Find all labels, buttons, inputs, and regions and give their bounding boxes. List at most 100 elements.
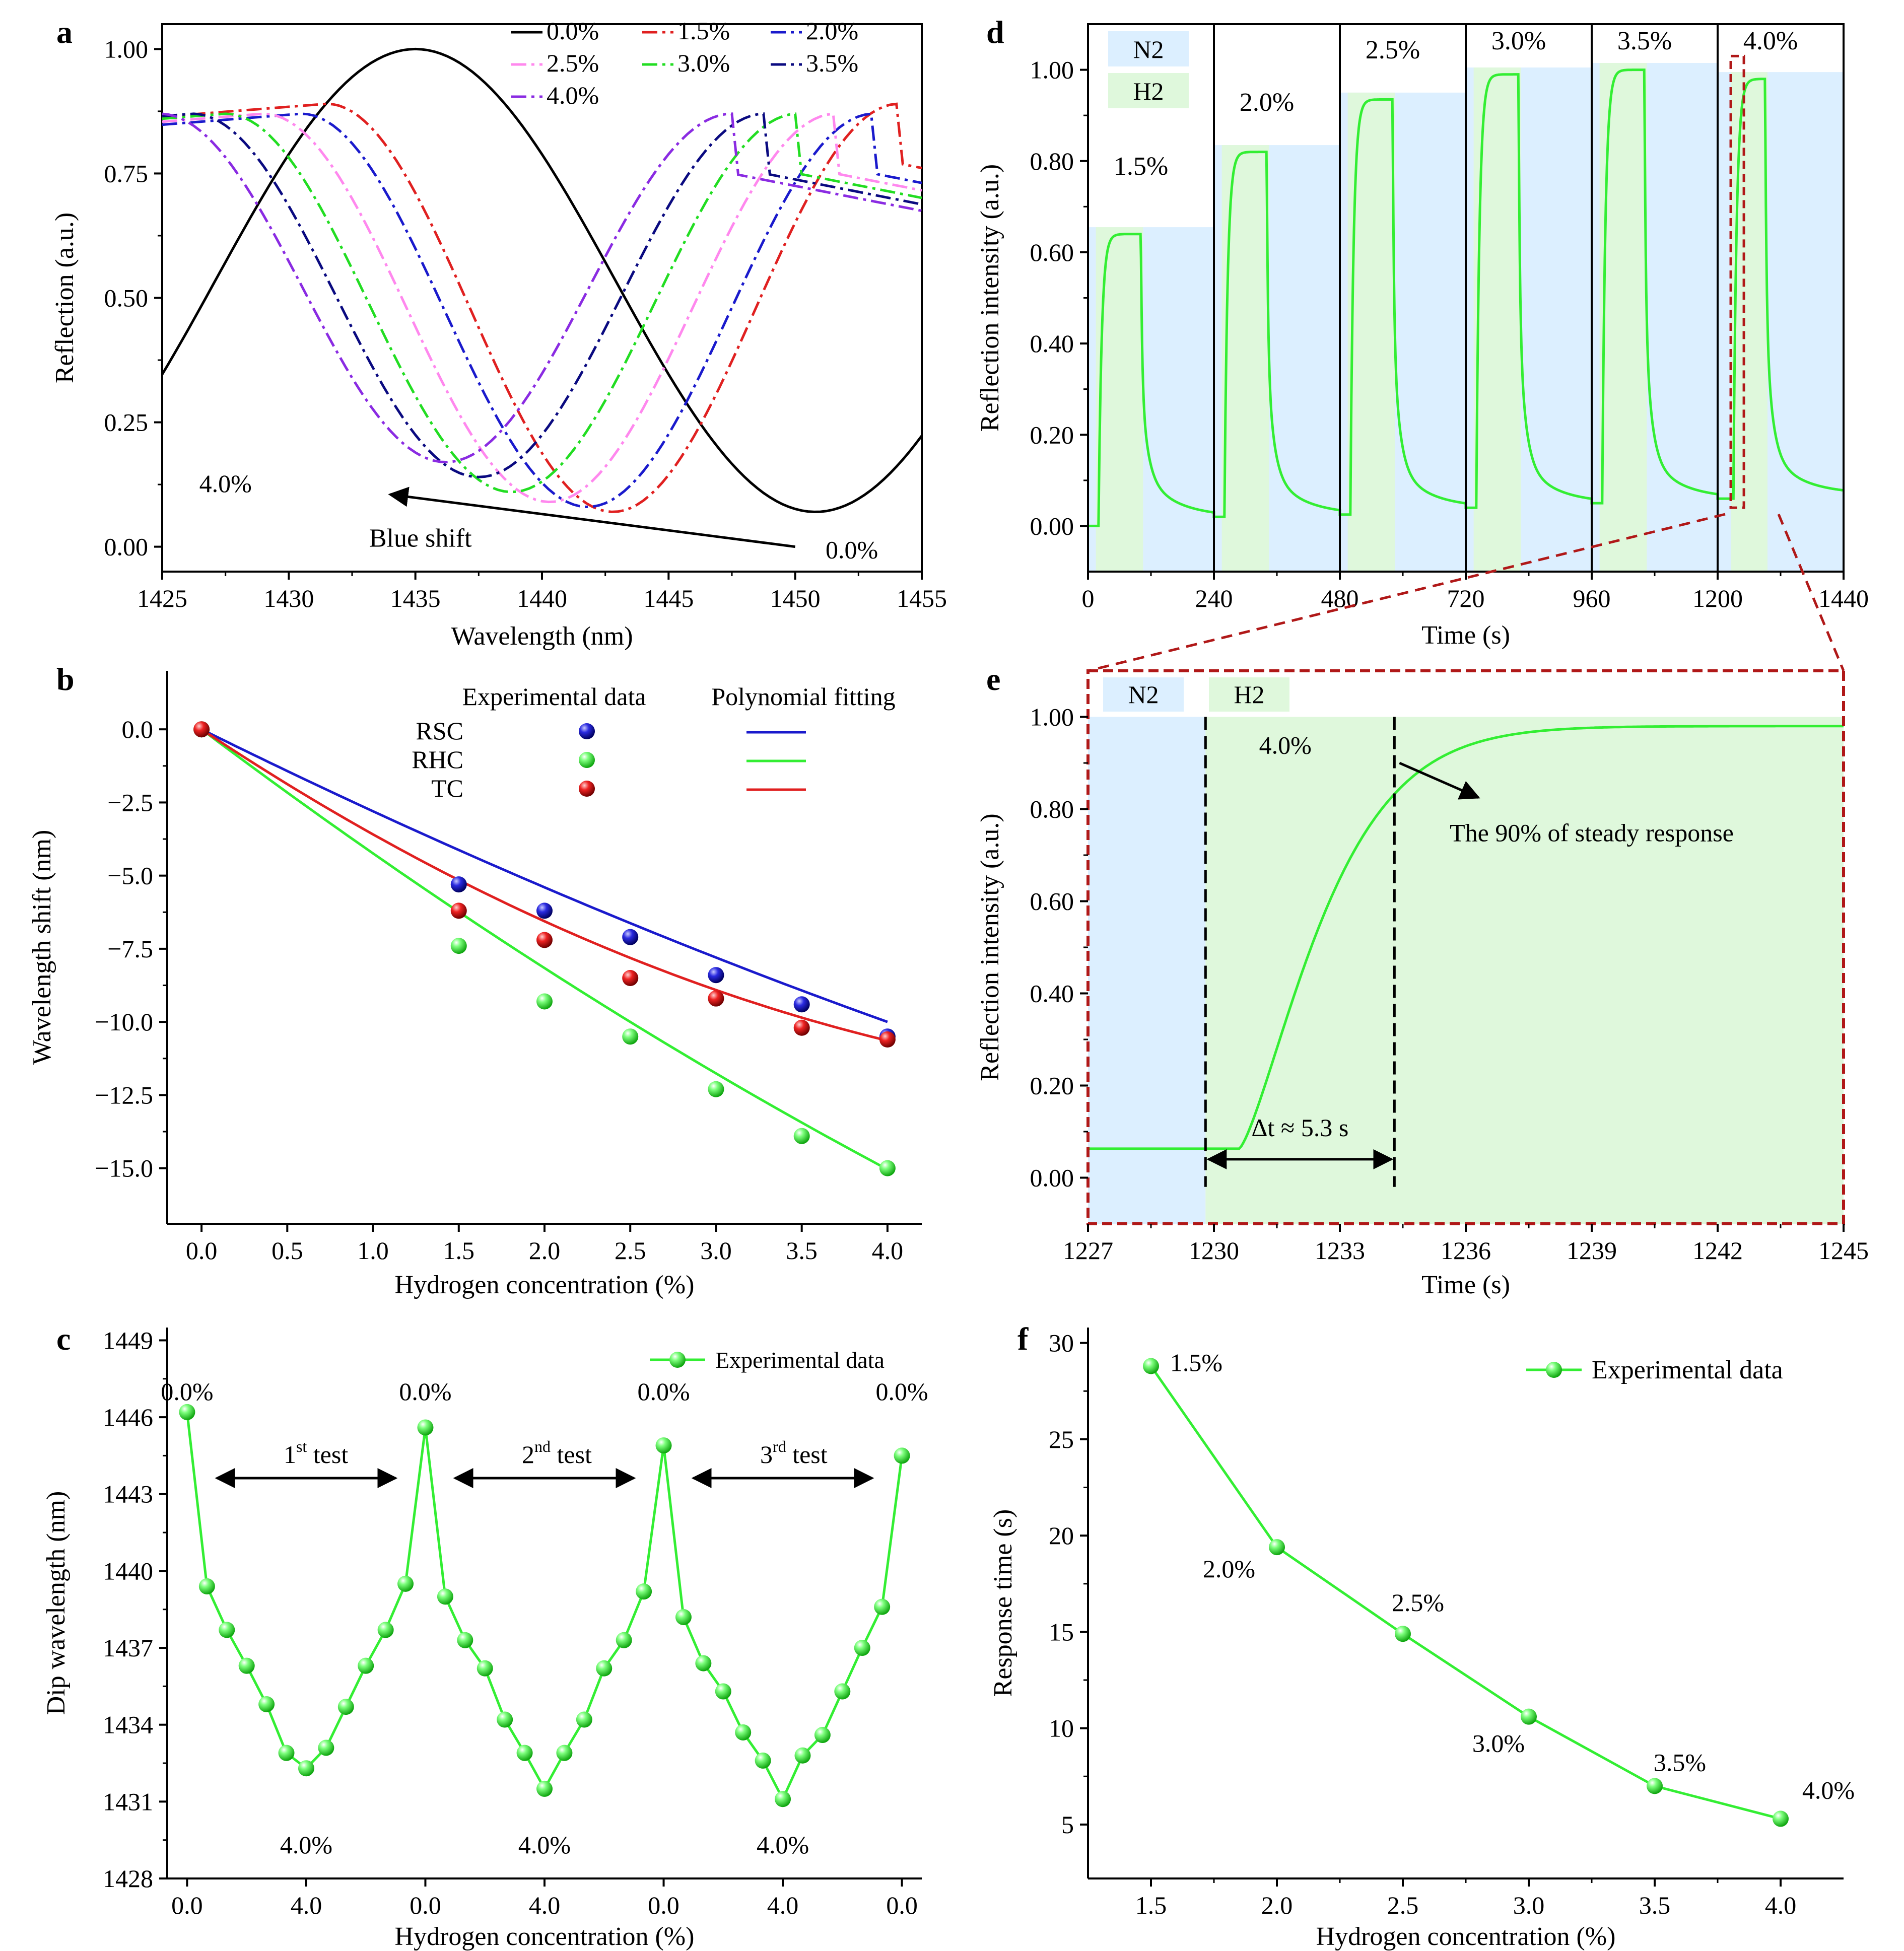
x-axis-label: Hydrogen concentration (%) [395,1922,695,1951]
data-point [1143,1358,1159,1374]
data-point [477,1660,493,1677]
data-point [775,1791,791,1807]
x-tick-label: 1435 [390,584,441,612]
test-word: test [307,1440,348,1469]
concentration-label: 2.5% [1366,36,1420,64]
x-axis-label: Wavelength (nm) [451,622,633,651]
x-tick-label: 1445 [643,584,694,612]
legend-label: 3.0% [677,49,730,77]
data-point [337,1699,354,1715]
data-point [556,1745,573,1761]
test-label: 3rd test [760,1437,828,1469]
data-point [708,990,724,1007]
annotation: 4.0% [757,1831,809,1859]
data-point [596,1660,613,1677]
x-tick-label: 720 [1447,584,1485,612]
legend-h2-label: H2 [1234,680,1264,709]
annotation: Blue shift [369,524,472,553]
legend-label: 1.5% [677,17,730,45]
data-label: 1.5% [1170,1349,1222,1377]
data-point [238,1657,255,1674]
y-tick-label: 0.60 [1030,238,1074,266]
data-point [708,1081,724,1097]
panel-e: Δt ≈ 5.3 s 4.0% The 90% of steady response… [976,513,1869,1299]
y-tick-label: 30 [1049,1329,1074,1357]
x-tick-label: 3.0 [700,1236,732,1265]
x-tick-label: 1233 [1315,1236,1365,1265]
series-line [162,112,922,478]
x-tick-label: 480 [1321,584,1359,612]
y-tick-label: 1440 [103,1557,153,1585]
data-point [497,1711,513,1728]
series-line [162,112,922,494]
series-line [162,112,922,464]
legend-label: 0.0% [547,17,599,45]
annotation: 0.0% [161,1377,213,1406]
panel-a: 1425 1430 1435 1440 1445 1450 1455 0.00 0.25 0.50… [50,14,947,651]
data-point [879,1160,896,1176]
y-tick-label: −10.0 [95,1008,153,1036]
concentration-label: 4.0% [1743,27,1798,55]
n2-background [1088,717,1206,1224]
y-tick-label: 1437 [103,1634,153,1662]
x-tick-label: 0.0 [648,1891,679,1919]
concentration-label: 3.0% [1491,27,1546,55]
h2-background [1205,717,1844,1224]
panel-b: 0.0 0.5 1.0 1.5 2.0 2.5 3.0 3.5 4.0 0.0 −2.5 −5.0 −7… [28,661,922,1299]
legend-label: 4.0% [547,81,599,109]
x-tick-label: 0.0 [410,1891,441,1919]
panel-letter: c [56,1321,71,1357]
test-number: 1 [284,1440,296,1469]
y-tick-label: 0.60 [1030,887,1074,916]
data-point [793,996,810,1013]
h2-background [1599,62,1647,572]
data-point [278,1745,295,1761]
x-tick-label: 1236 [1441,1236,1491,1265]
y-tick-label: 0.80 [1030,147,1074,175]
x-axis-label: Hydrogen concentration (%) [1316,1922,1616,1951]
shift-arrow [388,486,795,548]
y-tick-label: −2.5 [107,788,153,816]
y-tick-label: −5.0 [107,862,153,890]
y-tick-label: −12.5 [95,1081,153,1109]
legend-h2-swatch [1209,677,1289,712]
x-tick-label: 1239 [1567,1236,1617,1265]
x-axis-label: Time (s) [1421,621,1510,650]
data-point [879,1031,896,1048]
y-tick-label: 10 [1049,1714,1074,1743]
y-tick-label: 20 [1049,1521,1074,1550]
data-point [794,1747,811,1764]
panel-letter: d [986,14,1004,50]
data-point [814,1727,831,1744]
y-axis-label: Response time (s) [989,1509,1017,1697]
data-point [198,1578,215,1594]
y-tick-label: 1.00 [1030,703,1074,731]
legend-marker [579,752,595,768]
y-axis-label: Reflection intensity (a.u.) [976,813,1004,1081]
data-point [874,1598,891,1615]
data-point [622,970,639,986]
annotation: 4.0% [199,469,252,498]
data-point [1647,1778,1663,1794]
panel-letter: b [56,661,75,697]
x-tick-label: 4.0 [291,1891,322,1919]
data-point [450,938,467,954]
annotation: 0.0% [826,536,878,564]
y-tick-label: 0.40 [1030,980,1074,1008]
data-point [755,1752,771,1769]
annotation: 0.0% [876,1377,928,1406]
x-tick-label: 1.0 [357,1236,389,1265]
legend-n2-swatch [1103,677,1184,712]
data-label: 3.5% [1654,1748,1706,1776]
test-number: 3 [760,1440,773,1469]
x-tick-label: 1450 [770,584,821,612]
test-word: test [786,1440,828,1469]
x-tick-label: 3.5 [786,1236,818,1265]
x-tick-label: 4.0 [872,1236,904,1265]
data-point [735,1724,752,1740]
y-tick-label: 1443 [103,1480,153,1508]
y-tick-label: 0.20 [1030,421,1074,449]
x-tick-label: 2.5 [1387,1891,1419,1919]
legend-h2-label: H2 [1133,77,1164,105]
data-point [894,1447,910,1464]
